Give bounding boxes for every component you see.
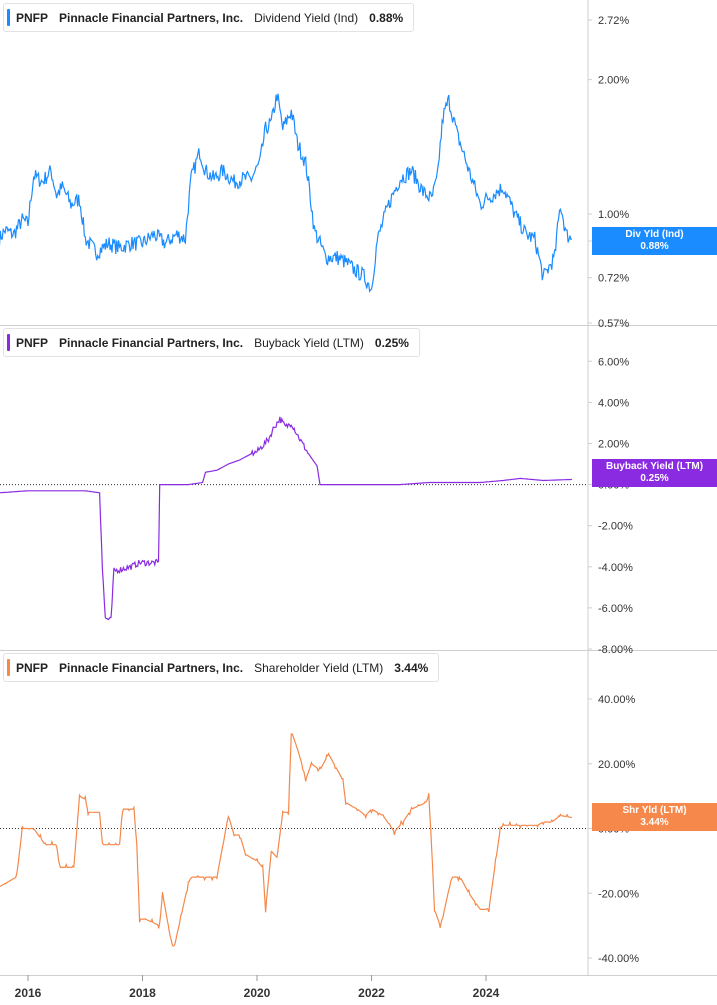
y-tick-label: 2.00% (598, 438, 629, 450)
y-tick-label: 6.00% (598, 356, 629, 368)
y-tick-label: -6.00% (598, 603, 633, 615)
y-tick-label: -8.00% (598, 644, 633, 656)
swatch-shareholder-yield (7, 659, 10, 676)
y-tick-label: 1.00% (598, 209, 629, 221)
legend-buyback-yield[interactable]: PNFP Pinnacle Financial Partners, Inc. B… (3, 328, 420, 357)
legend-company: Pinnacle Financial Partners, Inc. (59, 10, 244, 25)
badge-label: Shr Yld (LTM) (622, 805, 687, 816)
x-tick-label: 2024 (473, 986, 500, 1000)
badge-label: Buyback Yield (LTM) (605, 461, 704, 472)
legend-ticker: PNFP (16, 335, 49, 350)
x-tick-label: 2016 (15, 986, 42, 1000)
series-line-2 (0, 733, 573, 947)
x-tick-label: 2018 (129, 986, 156, 1000)
badge-value: 3.44% (640, 817, 669, 828)
y-tick-label: 20.00% (598, 759, 636, 771)
legend-metric: Buyback Yield (LTM) (254, 335, 364, 350)
y-tick-label: 2.72% (598, 15, 629, 27)
legend-metric: Dividend Yield (Ind) (254, 10, 359, 25)
x-tick-label: 2022 (358, 986, 385, 1000)
legend-ticker: PNFP (16, 660, 49, 675)
legend-value: 3.44% (394, 660, 429, 675)
swatch-dividend-yield (7, 9, 10, 26)
badge-buyback-yield: Buyback Yield (LTM) 0.25% (592, 459, 717, 487)
legend-value: 0.88% (369, 10, 404, 25)
legend-dividend-yield[interactable]: PNFP Pinnacle Financial Partners, Inc. D… (3, 3, 415, 32)
legend-value: 0.25% (374, 335, 409, 350)
badge-label: Div Yld (Ind) (625, 229, 684, 240)
y-tick-label: -2.00% (598, 521, 633, 533)
y-tick-label: 0.57% (598, 318, 629, 330)
series-line-0 (0, 93, 573, 293)
y-tick-label: 40.00% (598, 694, 636, 706)
y-tick-label: -4.00% (598, 562, 633, 574)
swatch-buyback-yield (7, 334, 10, 351)
legend-company: Pinnacle Financial Partners, Inc. (59, 335, 244, 350)
badge-value: 0.25% (640, 473, 669, 484)
badge-value: 0.88% (640, 241, 669, 252)
legend-ticker: PNFP (16, 10, 49, 25)
series-line-1 (0, 416, 572, 621)
legend-metric: Shareholder Yield (LTM) (254, 660, 384, 675)
x-tick-label: 2020 (244, 986, 271, 1000)
badge-dividend-yield: Div Yld (Ind) 0.88% (592, 227, 717, 255)
legend-shareholder-yield[interactable]: PNFP Pinnacle Financial Partners, Inc. S… (3, 653, 440, 682)
y-tick-label: 4.00% (598, 397, 629, 409)
y-tick-label: -40.00% (598, 953, 639, 965)
y-tick-label: -20.00% (598, 888, 639, 900)
y-tick-label: 0.72% (598, 273, 629, 285)
y-tick-label: 2.00% (598, 75, 629, 87)
badge-shareholder-yield: Shr Yld (LTM) 3.44% (592, 803, 717, 831)
legend-company: Pinnacle Financial Partners, Inc. (59, 660, 244, 675)
